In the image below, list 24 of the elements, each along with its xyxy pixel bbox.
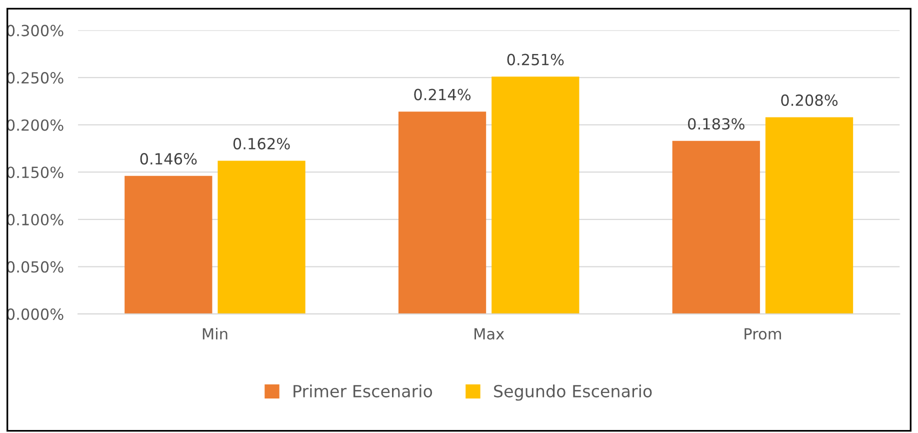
x-tick-label: Max	[474, 328, 504, 340]
y-tick-label: 0.200%	[6, 119, 64, 131]
y-tick-label: 0.050%	[6, 261, 64, 273]
y-tick-label: 0.300%	[6, 24, 64, 36]
data-label: 0.162%	[233, 138, 290, 150]
y-tick-label: 0.150%	[6, 166, 64, 178]
data-label: 0.251%	[507, 54, 564, 66]
bar	[218, 160, 306, 314]
data-label: 0.214%	[414, 88, 471, 100]
data-label: 0.146%	[140, 153, 197, 165]
bar	[124, 176, 212, 314]
data-label: 0.183%	[688, 118, 744, 130]
bar	[765, 117, 854, 314]
bar	[672, 140, 760, 314]
x-tick-label: Prom	[744, 328, 781, 340]
data-label: 0.208%	[781, 94, 838, 106]
bar	[492, 76, 580, 314]
y-tick-label: 0.100%	[6, 214, 64, 226]
legend-label: Segundo Escenario	[494, 384, 652, 401]
x-tick-label: Min	[202, 328, 228, 340]
y-tick-label: 0.000%	[6, 308, 64, 320]
legend-label: Primer Escenario	[294, 384, 432, 398]
y-tick-label: 0.250%	[6, 72, 64, 84]
bar	[398, 112, 486, 314]
